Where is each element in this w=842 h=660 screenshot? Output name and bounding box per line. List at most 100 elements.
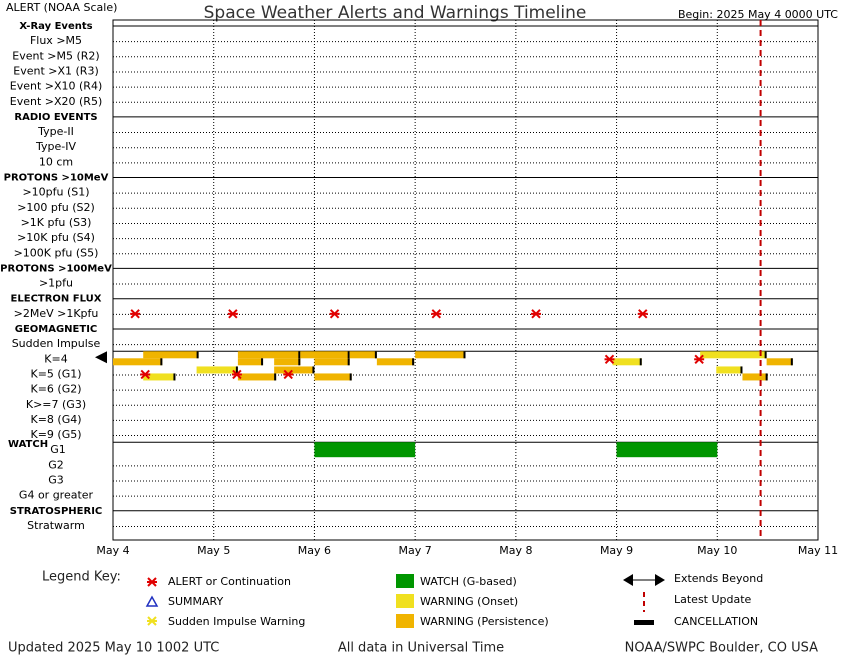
row-label: G4 or greater xyxy=(19,489,94,502)
row-label: Sudden Impulse xyxy=(12,337,101,350)
legend-label: ALERT or Continuation xyxy=(168,575,291,588)
x-tick-label: May 11 xyxy=(798,544,838,557)
warning-bar xyxy=(237,373,277,381)
row-label: >1K pfu (S3) xyxy=(21,216,92,229)
row-label: K=4 xyxy=(44,352,67,365)
legend-label: SUMMARY xyxy=(168,595,223,608)
warning-bar xyxy=(415,351,466,359)
row-label: G2 xyxy=(48,458,64,471)
row-label: Flux >M5 xyxy=(30,34,82,47)
header-right: Begin: 2025 May 4 0000 UTC xyxy=(678,8,838,21)
warning-bar xyxy=(237,351,301,359)
section-header: PROTONS >10MeV xyxy=(4,173,109,184)
alert-marker xyxy=(231,369,242,380)
watch-bar xyxy=(616,442,718,458)
x-tick-label: May 6 xyxy=(298,544,331,557)
row-label: K=8 (G4) xyxy=(30,413,81,426)
row-label: K=5 (G1) xyxy=(30,367,81,380)
extends-arrow xyxy=(95,351,107,364)
alert-marker xyxy=(431,309,442,319)
warning-bar xyxy=(274,358,301,366)
section-header: STRATOSPHERIC xyxy=(10,506,103,517)
warning-bar xyxy=(237,358,264,366)
row-label: K=9 (G5) xyxy=(30,428,81,441)
row-label: Event >X1 (R3) xyxy=(13,64,98,77)
row-label: >100K pfu (S5) xyxy=(14,246,99,259)
legend-alert-icon xyxy=(147,577,157,587)
row-label: G1 xyxy=(50,443,66,456)
warning-bar xyxy=(143,373,176,381)
legend-label: WARNING (Onset) xyxy=(420,595,518,608)
warning-bar xyxy=(612,358,642,366)
row-label: >10K pfu (S4) xyxy=(17,231,95,244)
legend-label: Extends Beyond xyxy=(674,572,763,585)
warning-bar xyxy=(716,366,743,374)
section-header: X-Ray Events xyxy=(19,21,92,32)
watch-bar xyxy=(314,442,416,458)
footer-right: NOAA/SWPC Boulder, CO USA xyxy=(625,641,818,656)
alert-marker xyxy=(531,309,541,319)
section-header: ELECTRON FLUX xyxy=(11,294,102,305)
legend-watch-icon xyxy=(396,574,414,588)
footer-left: Updated 2025 May 10 1002 UTC xyxy=(8,641,219,656)
warning-bar xyxy=(742,373,768,381)
section-header: PROTONS >100MeV xyxy=(0,263,112,274)
row-label: G3 xyxy=(48,474,64,487)
x-tick-label: May 9 xyxy=(600,544,633,557)
legend-label: WATCH (G-based) xyxy=(420,575,517,588)
section-header: RADIO EVENTS xyxy=(14,112,97,123)
row-label: K=6 (G2) xyxy=(30,383,81,396)
section-label: WATCH xyxy=(8,439,48,450)
alert-marker xyxy=(604,354,615,365)
warning-bar xyxy=(314,373,352,381)
warning-bar xyxy=(113,358,163,366)
legend-texts: ALERT or Continuation SUMMARY Sudden Imp… xyxy=(168,572,763,628)
row-label: Event >M5 (R2) xyxy=(12,49,99,62)
warning-bar xyxy=(700,351,767,359)
warning-bar xyxy=(376,358,415,366)
section-header: GEOMAGNETIC xyxy=(15,324,98,335)
legend-cancel-icon xyxy=(634,620,654,625)
warning-bar xyxy=(274,366,315,374)
alert-marker xyxy=(637,309,648,319)
row-label: >1pfu xyxy=(39,277,73,290)
header-left: ALERT (NOAA Scale) xyxy=(6,1,117,14)
alert-marker xyxy=(694,354,705,365)
row-label: Event >X20 (R5) xyxy=(10,95,102,108)
row-label: Event >X10 (R4) xyxy=(10,80,102,93)
legend-si-icon xyxy=(147,616,157,626)
legend-arrow-right xyxy=(655,574,665,586)
row-label: Type-IV xyxy=(35,140,76,153)
warning-bar xyxy=(196,366,238,374)
plot-frame xyxy=(112,19,819,541)
row-label: Stratwarm xyxy=(27,519,85,532)
x-tick-label: May 4 xyxy=(96,544,129,557)
alert-marker xyxy=(130,309,141,319)
legend-onset-icon xyxy=(396,594,414,608)
row-label: K>=7 (G3) xyxy=(26,398,86,411)
alert-marker xyxy=(329,309,340,319)
alert-marker xyxy=(227,309,238,319)
x-tick-label: May 5 xyxy=(197,544,230,557)
legend-label: Sudden Impulse Warning xyxy=(168,615,305,628)
legend-label: WARNING (Persistence) xyxy=(420,615,549,628)
warning-bar xyxy=(314,358,350,366)
row-label: >2MeV >1Kpfu xyxy=(14,307,99,320)
alert-marker xyxy=(283,369,294,380)
warning-bar xyxy=(766,358,793,366)
legend-persistence-icon xyxy=(396,614,414,628)
alert-marker xyxy=(140,369,151,380)
warning-bar xyxy=(300,351,350,359)
warning-bar xyxy=(143,351,199,359)
chart-title: Space Weather Alerts and Warnings Timeli… xyxy=(204,3,587,23)
legend-arrow-left xyxy=(623,574,633,586)
footer-center: All data in Universal Time xyxy=(338,641,504,656)
legend-title: Legend Key: xyxy=(42,570,121,585)
row-label: 10 cm xyxy=(39,155,73,168)
row-label: >10pfu (S1) xyxy=(22,186,89,199)
row-label: Type-II xyxy=(37,125,74,138)
row-label: >100 pfu (S2) xyxy=(17,201,95,214)
x-tick-label: May 7 xyxy=(399,544,432,557)
